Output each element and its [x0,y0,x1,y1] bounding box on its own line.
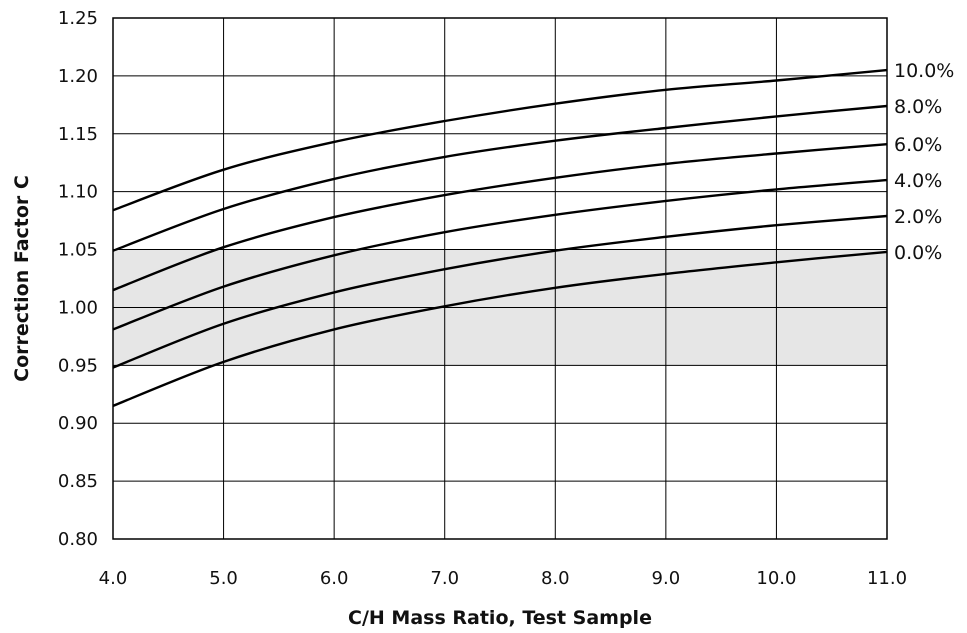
y-tick-label: 0.85 [58,471,98,492]
y-tick-label: 1.15 [58,124,98,145]
series-line-4 [112,214,888,369]
x-tick-label: 10.0 [756,568,796,589]
x-axis-title: C/H Mass Ratio, Test Sample [348,607,652,629]
plot-area-border [112,17,888,540]
series-label-5: 0.0% [894,242,942,264]
y-tick-label: 1.10 [58,182,98,203]
y-axis-title: Correction Factor C [11,175,33,382]
series-line-3 [112,178,888,331]
x-tick-label: 9.0 [652,568,681,589]
y-tick-label: 1.25 [58,8,98,29]
series-label-1: 8.0% [894,96,942,118]
x-tick-label: 11.0 [867,568,907,589]
x-tick-label: 5.0 [209,568,238,589]
y-tick-label: 0.80 [58,529,98,550]
plot-frame-layer [112,17,888,540]
series-line-2 [112,143,888,292]
y-tick-label: 1.00 [58,297,98,318]
series-label-0: 10.0% [894,60,954,82]
series-line-5 [112,250,888,408]
series-line-1 [112,104,888,252]
y-tick-label: 0.90 [58,413,98,434]
series-label-layer: 10.0% 8.0% 6.0% 4.0% 2.0% 0.0% [894,60,954,264]
x-tick-label: 4.0 [99,568,128,589]
series-label-4: 2.0% [894,206,942,228]
series-line-0 [112,68,888,212]
y-tick-label: 1.05 [58,240,98,261]
y-tick-label: 1.20 [58,66,98,87]
x-tick-label: 6.0 [320,568,349,589]
series-layer [112,68,888,408]
tick-label-layer: 4.0 5.0 6.0 7.0 8.0 9.0 10.0 11.0 0.80 0.85 0.90 0.… [58,8,907,589]
series-label-3: 4.0% [894,170,942,192]
x-tick-label: 7.0 [430,568,459,589]
x-tick-label: 8.0 [541,568,570,589]
y-tick-label: 0.95 [58,355,98,376]
series-label-2: 6.0% [894,134,942,156]
